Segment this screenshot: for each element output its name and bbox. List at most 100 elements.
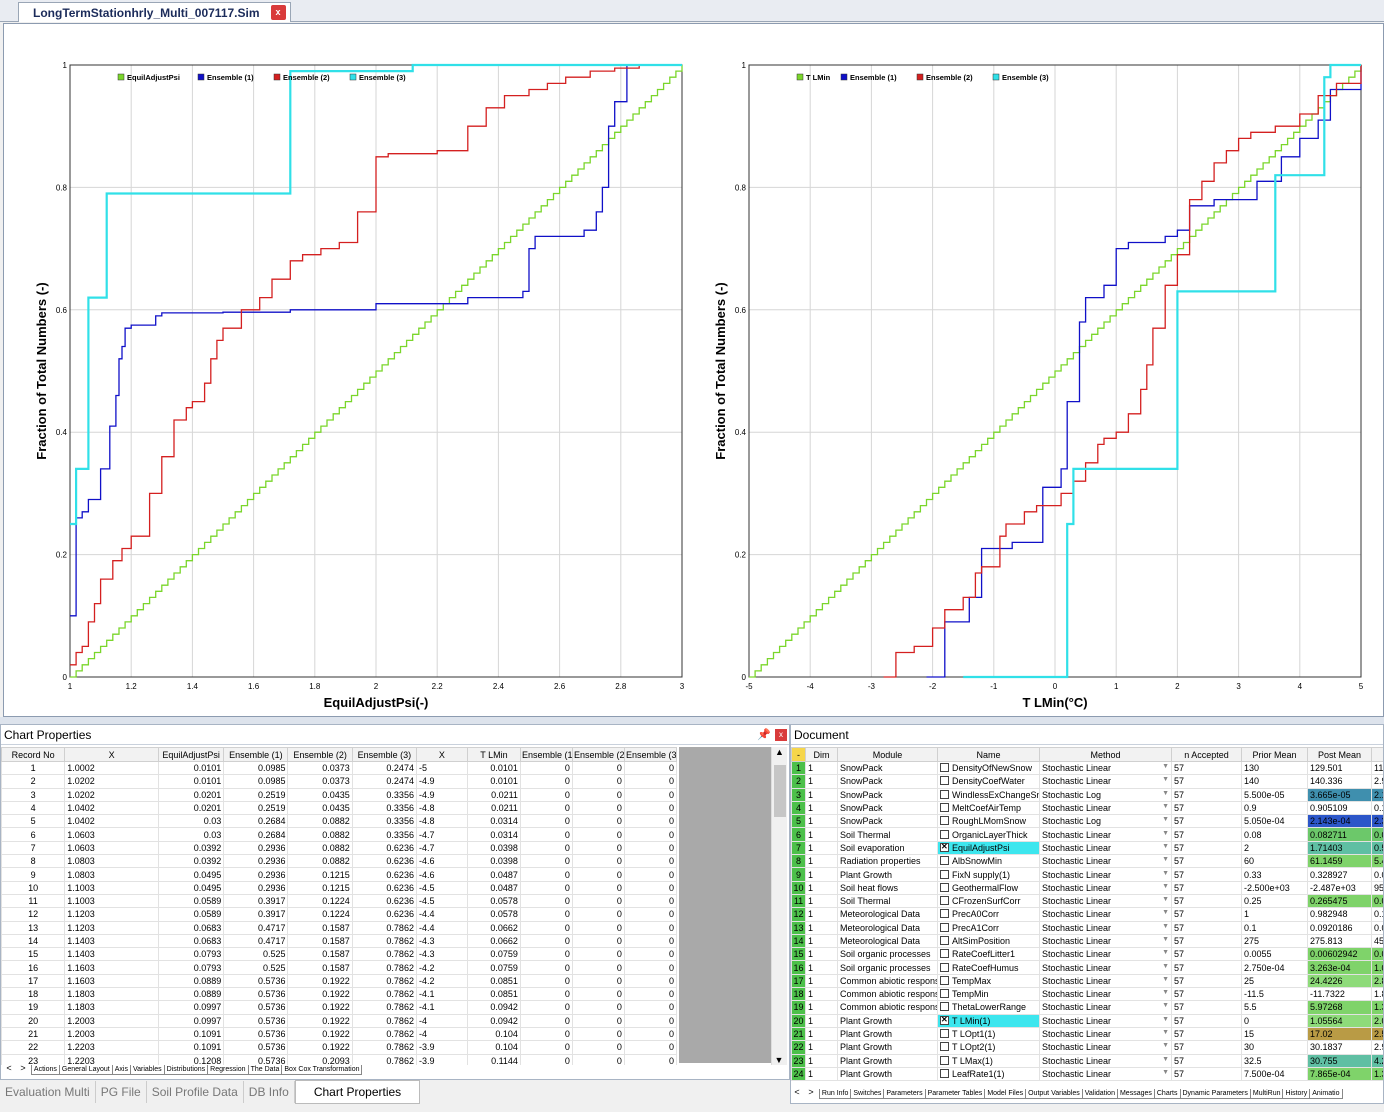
post-mean-cell[interactable]: 30.1837 [1307, 1040, 1372, 1055]
subtab[interactable]: General Layout [58, 1065, 113, 1075]
checkbox[interactable] [940, 896, 949, 906]
data-cell[interactable]: 0 [519, 814, 573, 829]
dim-cell[interactable]: 1 [805, 1040, 838, 1055]
name-cell[interactable]: TempMin [937, 987, 1040, 1002]
dropdown-icon[interactable]: ▼ [1162, 869, 1169, 877]
data-cell[interactable]: 0 [519, 1026, 573, 1042]
data-cell[interactable]: 0.7862 [351, 1040, 417, 1055]
name-cell[interactable]: DensityOfNewSnow [937, 760, 1040, 776]
data-cell[interactable]: 0.5736 [223, 1026, 289, 1042]
post-mean-cell[interactable]: -2.487e+03 [1307, 880, 1372, 895]
data-cell[interactable]: -4.6 [415, 867, 468, 882]
data-cell[interactable]: 0 [571, 880, 625, 895]
data-cell[interactable]: 0 [519, 973, 573, 989]
data-cell[interactable]: 0.525 [223, 960, 289, 975]
data-cell[interactable]: 0.0211 [466, 800, 521, 816]
data-cell[interactable]: 0.5736 [223, 1000, 289, 1015]
table-row[interactable]: 1 1 SnowPack DensityOfNewSnow Stochastic Lin… [791, 760, 1383, 776]
dropdown-icon[interactable]: ▼ [1162, 949, 1169, 957]
extra-cell[interactable]: 45 [1371, 933, 1383, 949]
close-icon[interactable]: x [775, 729, 787, 741]
dim-cell[interactable]: 1 [805, 960, 838, 975]
prior-mean-cell[interactable]: -11.5 [1241, 987, 1308, 1002]
data-cell[interactable]: 0.0889 [157, 987, 225, 1002]
method-cell[interactable]: Stochastic Linear ▼ [1039, 987, 1172, 1002]
record-no-cell[interactable]: 13 [1, 920, 66, 935]
data-cell[interactable]: 0 [519, 787, 573, 802]
subtab[interactable]: Axis [111, 1065, 131, 1075]
data-cell[interactable]: 0 [623, 867, 678, 882]
method-cell[interactable]: Stochastic Linear ▼ [1039, 1026, 1172, 1042]
row-number[interactable]: 15 [791, 947, 806, 962]
n-accepted-cell[interactable]: 57 [1171, 827, 1242, 842]
data-cell[interactable]: 0.2936 [223, 867, 289, 882]
dropdown-icon[interactable]: ▼ [1162, 856, 1169, 864]
data-cell[interactable]: -4.9 [415, 774, 468, 789]
subtab[interactable]: Variables [129, 1065, 165, 1075]
data-cell[interactable]: 0 [519, 893, 573, 909]
extra-cell[interactable]: 11. [1371, 760, 1383, 776]
name-cell[interactable]: T LMin(1) [937, 1013, 1040, 1028]
data-cell[interactable]: 0.7862 [351, 960, 417, 975]
data-cell[interactable]: 1.0202 [64, 787, 159, 802]
name-cell[interactable]: LeafRate1(1) [937, 1066, 1040, 1082]
table-row[interactable]: 18 1.1803 0.0889 0.5736 0.1922 0.7862 -4.1 0.08… [1, 987, 678, 1002]
dropdown-icon[interactable]: ▼ [1162, 922, 1169, 930]
dropdown-icon[interactable]: ▼ [1162, 1029, 1169, 1037]
data-cell[interactable]: 0.0201 [157, 787, 225, 802]
dim-cell[interactable]: 1 [805, 1026, 838, 1042]
dropdown-icon[interactable]: ▼ [1162, 816, 1169, 824]
table-row[interactable]: 6 1 Soil Thermal OrganicLayerThick Stochasti… [791, 827, 1383, 842]
data-cell[interactable]: -4.8 [415, 800, 468, 816]
dropdown-icon[interactable]: ▼ [1162, 842, 1169, 850]
module-cell[interactable]: Common abiotic respons [837, 1000, 938, 1015]
column-header[interactable]: Ensemble (1 [519, 747, 573, 762]
module-cell[interactable]: Meteorological Data [837, 933, 938, 949]
table-row[interactable]: 22 1.2203 0.1091 0.5736 0.1922 0.7862 -3.9 0.10… [1, 1040, 678, 1055]
post-mean-cell[interactable]: 5.97268 [1307, 1000, 1372, 1015]
dropdown-icon[interactable]: ▼ [1162, 909, 1169, 917]
prior-mean-cell[interactable]: -2.500e+03 [1241, 880, 1308, 895]
n-accepted-cell[interactable]: 57 [1171, 854, 1242, 869]
data-cell[interactable]: 0 [519, 827, 573, 842]
module-cell[interactable]: SnowPack [837, 760, 938, 776]
table-row[interactable]: 15 1.1403 0.0793 0.525 0.1587 0.7862 -4.3 0.075… [1, 947, 678, 962]
record-no-cell[interactable]: 11 [1, 893, 66, 909]
data-cell[interactable]: -4.5 [415, 893, 468, 909]
data-cell[interactable]: 0 [571, 1040, 625, 1055]
prior-mean-cell[interactable]: 0.33 [1241, 867, 1308, 882]
dim-cell[interactable]: 1 [805, 987, 838, 1002]
module-cell[interactable]: Soil evaporation [837, 840, 938, 856]
data-cell[interactable]: 0 [571, 760, 625, 776]
row-number[interactable]: 16 [791, 960, 806, 975]
data-cell[interactable]: 0.7862 [351, 987, 417, 1002]
name-cell[interactable]: CFrozenSurfCorr [937, 893, 1040, 909]
data-cell[interactable]: 0.1224 [287, 907, 353, 922]
data-cell[interactable]: 1.2003 [64, 1013, 159, 1028]
data-cell[interactable]: -4.6 [415, 854, 468, 869]
checkbox[interactable] [940, 936, 949, 945]
checkbox[interactable] [940, 856, 949, 866]
data-cell[interactable]: 0 [571, 1000, 625, 1015]
data-cell[interactable]: 0.1587 [287, 960, 353, 975]
table-row[interactable]: 17 1 Common abiotic respons TempMax Stochast… [791, 973, 1383, 989]
table-row[interactable]: 3 1 SnowPack WindlessExChangeSn Stochastic L… [791, 787, 1383, 802]
data-cell[interactable]: 1.1803 [64, 1000, 159, 1015]
n-accepted-cell[interactable]: 57 [1171, 933, 1242, 949]
row-number[interactable]: 19 [791, 1000, 806, 1015]
data-cell[interactable]: 0 [623, 987, 678, 1002]
table-row[interactable]: 5 1 SnowPack RoughLMomSnow Stochastic Log ▼ 57… [791, 814, 1383, 829]
extra-cell[interactable]: 4.2 [1371, 1053, 1383, 1068]
name-cell[interactable]: ThetaLowerRange [937, 1000, 1040, 1015]
data-cell[interactable]: 0.1208 [157, 1053, 225, 1065]
data-cell[interactable]: -4.7 [415, 827, 468, 842]
data-cell[interactable]: 0.1144 [466, 1053, 521, 1065]
data-cell[interactable]: 0 [623, 827, 678, 842]
n-accepted-cell[interactable]: 57 [1171, 760, 1242, 776]
data-cell[interactable]: -4.1 [415, 987, 468, 1002]
prior-mean-cell[interactable]: 0.25 [1241, 893, 1308, 909]
prior-mean-cell[interactable]: 25 [1241, 973, 1308, 989]
column-header[interactable]: Ensemble (3 [623, 747, 678, 762]
data-cell[interactable]: 0.6236 [351, 867, 417, 882]
